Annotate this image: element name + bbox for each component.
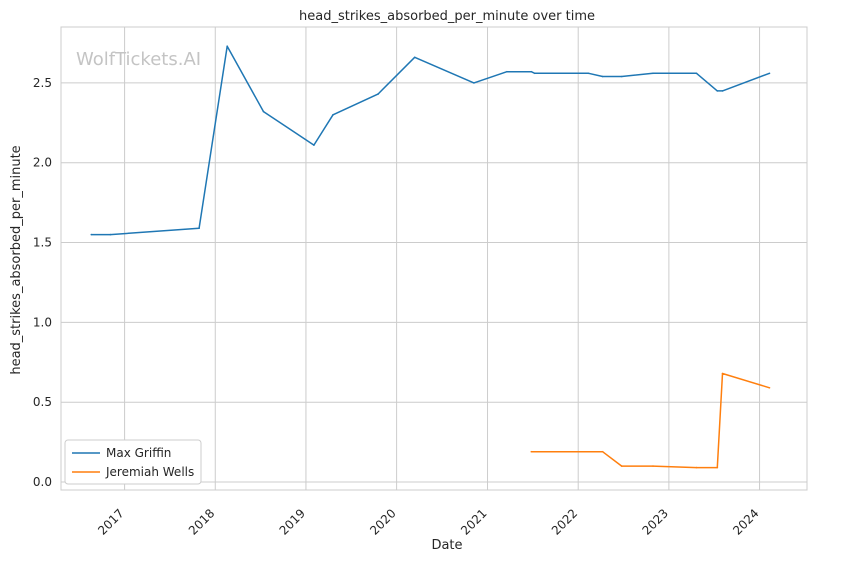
data-point-max-griffin xyxy=(413,56,416,59)
data-point-jeremiah-wells xyxy=(768,387,771,389)
y-axis-title: head_strikes_absorbed_per_minute xyxy=(9,145,24,374)
y-tick-label: 1.0 xyxy=(33,315,52,329)
y-tick-label: 2.5 xyxy=(33,76,52,90)
plot-area xyxy=(60,26,808,491)
x-tick-label: 2018 xyxy=(186,506,217,537)
x-tick-label: 2019 xyxy=(277,506,308,537)
x-tick-label: 2022 xyxy=(549,506,580,537)
x-tick-label: 2020 xyxy=(367,506,398,537)
data-point-max-griffin xyxy=(109,233,112,236)
x-tick-label: 2024 xyxy=(730,506,761,537)
data-point-max-griffin xyxy=(377,93,379,95)
data-point-max-griffin xyxy=(198,227,200,229)
legend-label-jeremiah-wells: Jeremiah Wells xyxy=(105,465,194,479)
y-tick-label: 2.0 xyxy=(33,156,52,170)
watermark: WolfTickets.AI xyxy=(76,49,201,70)
x-tick-label: 2017 xyxy=(95,506,126,537)
data-point-max-griffin xyxy=(533,72,536,75)
data-point-max-griffin xyxy=(473,82,475,84)
data-point-max-griffin xyxy=(262,110,265,113)
data-point-max-griffin xyxy=(506,70,508,73)
y-tick-label: 1.5 xyxy=(33,236,52,250)
data-point-jeremiah-wells xyxy=(721,372,724,375)
data-point-jeremiah-wells xyxy=(601,450,604,453)
data-point-max-griffin xyxy=(716,90,719,92)
data-point-jeremiah-wells xyxy=(716,466,719,469)
grid xyxy=(61,27,807,490)
chart-title: head_strikes_absorbed_per_minute over ti… xyxy=(299,9,595,24)
data-point-max-griffin xyxy=(721,90,724,92)
x-axis-title: Date xyxy=(431,538,462,553)
y-tick-label: 0.0 xyxy=(33,475,52,489)
data-point-jeremiah-wells xyxy=(620,465,623,467)
data-point-max-griffin xyxy=(313,144,315,146)
data-point-max-griffin xyxy=(530,70,533,73)
data-point-max-griffin xyxy=(601,75,604,78)
legend: Max Griffin Jeremiah Wells xyxy=(64,439,202,485)
x-tick-label: 2023 xyxy=(640,506,671,537)
data-point-jeremiah-wells xyxy=(652,465,654,467)
legend-label-max-griffin: Max Griffin xyxy=(106,446,171,460)
x-tick-label: 2021 xyxy=(458,506,489,537)
series-line-jeremiah-wells xyxy=(531,372,770,469)
data-point-jeremiah-wells xyxy=(695,466,698,469)
data-point-max-griffin xyxy=(332,114,334,116)
y-tick-label: 0.5 xyxy=(33,395,52,409)
data-point-jeremiah-wells xyxy=(530,450,533,453)
data-point-max-griffin xyxy=(652,72,654,75)
series-layer xyxy=(90,45,771,469)
data-point-max-griffin xyxy=(768,72,771,75)
data-point-max-griffin xyxy=(226,45,228,47)
legend-box xyxy=(64,439,202,485)
data-point-max-griffin xyxy=(587,72,590,75)
data-point-max-griffin xyxy=(90,233,93,236)
data-point-max-griffin xyxy=(620,75,623,78)
data-point-max-griffin xyxy=(695,72,698,75)
